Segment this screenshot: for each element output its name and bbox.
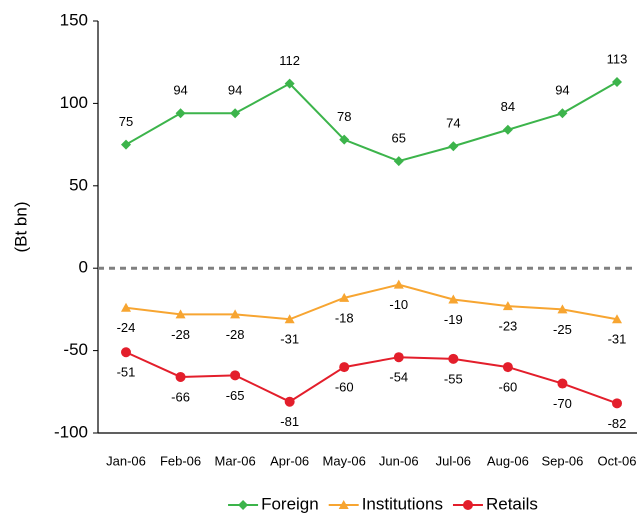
data-label: -23 [498,319,517,334]
data-label: -28 [226,327,245,342]
point [339,362,350,373]
data-label: -24 [117,320,136,335]
data-label: -31 [608,332,627,347]
data-label: 94 [228,83,242,98]
data-label: 78 [337,109,351,124]
x-tick-label: Mar-06 [215,453,256,468]
y-tick-label: -100 [54,422,88,441]
point [175,108,186,119]
data-label: -81 [280,414,299,429]
point [121,347,131,358]
point [448,141,459,152]
data-label: -55 [444,371,463,386]
legend-label: Retails [486,494,538,513]
data-label: -66 [171,389,190,404]
data-label: 94 [555,83,569,98]
point [175,309,186,319]
x-tick-label: Jul-06 [436,453,471,468]
point [448,353,459,364]
data-label: -10 [389,297,408,312]
point [121,302,131,312]
point [339,134,350,145]
data-label: -54 [389,370,408,385]
data-label: 74 [446,116,460,131]
data-label: -18 [335,310,354,325]
x-tick-label: Sep-06 [541,453,583,468]
x-tick-label: Aug-06 [487,453,529,468]
point [502,124,513,135]
x-tick-label: Jun-06 [379,453,419,468]
y-tick-label: 50 [69,175,88,194]
point [612,314,622,324]
y-axis-label: (Bt bn) [11,201,30,252]
data-label: 65 [392,131,406,146]
point [612,398,622,409]
y-tick-label: 0 [79,258,88,277]
point [230,309,241,319]
data-label: 113 [607,51,628,66]
point [339,292,350,302]
point [175,371,186,382]
x-tick-label: Feb-06 [160,453,201,468]
data-label: -60 [498,380,517,395]
data-label: 84 [501,99,515,114]
point [557,378,568,389]
data-label: -70 [553,396,572,411]
data-label: -82 [608,416,627,431]
point [393,156,404,167]
data-label: -28 [171,327,190,342]
x-tick-label: May-06 [323,453,366,468]
point [557,108,568,119]
y-tick-label: 100 [60,93,88,112]
point [230,370,241,381]
point [121,139,131,150]
point [502,301,513,311]
point [612,76,622,87]
series-line [125,283,618,321]
y-tick-label: -50 [63,340,88,359]
data-label: -31 [280,332,299,347]
legend-marker [338,500,349,509]
point [230,108,241,119]
point [557,304,568,314]
data-label: -25 [553,322,572,337]
data-label: 112 [279,53,300,68]
data-label: -60 [335,380,354,395]
legend-label: Foreign [261,494,319,513]
y-tick-label: 150 [60,10,88,29]
data-label: -19 [444,312,463,327]
series-line [125,351,618,405]
x-tick-label: Apr-06 [270,453,309,468]
point [448,294,459,304]
x-tick-label: Jan-06 [106,453,146,468]
legend-marker [462,500,473,510]
point [284,314,295,324]
data-label: -51 [117,365,136,380]
series-line [125,81,618,163]
data-label: 75 [119,114,133,129]
point [284,396,295,407]
legend-label: Institutions [362,494,443,513]
point [393,352,404,363]
legend-marker [238,500,249,510]
data-label: -65 [226,388,245,403]
point [284,78,295,89]
x-tick-label: Oct-06 [597,453,636,468]
data-label: 94 [173,83,187,98]
point [393,279,404,289]
point [502,362,513,373]
